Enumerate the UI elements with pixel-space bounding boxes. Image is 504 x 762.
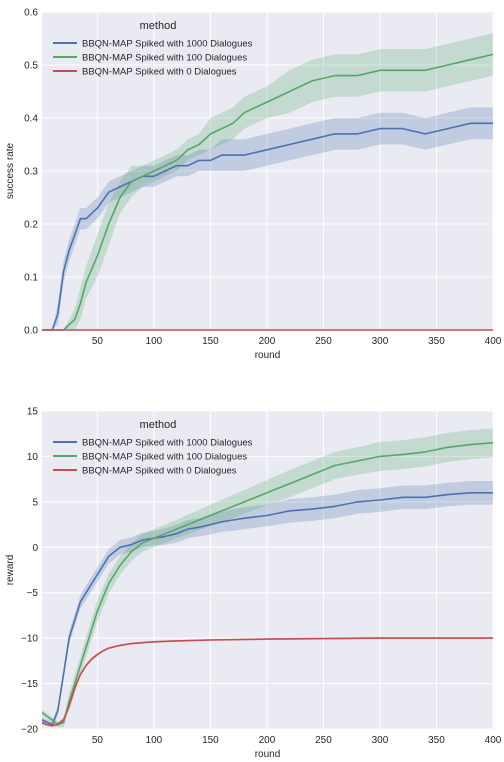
y-tick-label: 15 <box>27 407 39 418</box>
series-line-2 <box>41 442 494 726</box>
series-band-1 <box>42 481 493 728</box>
legend-title: method <box>140 20 177 32</box>
x-axis-label: round <box>255 350 281 361</box>
y-axis-label: reward <box>5 555 16 586</box>
legend-label-2: BBQN-MAP Spiked with 100 Dialogues <box>82 53 247 64</box>
chart-1: 50 100 150 200 250 300 350 400 0.0 0.1 0.2 0.3 0.4 0.… <box>5 8 502 362</box>
y-tick-label: 0.0 <box>24 326 38 337</box>
x-tick-label: 200 <box>259 336 276 347</box>
x-tick-label: 150 <box>202 336 219 347</box>
x-axis-label: round <box>255 749 281 760</box>
y-tick-label: 0.3 <box>24 167 38 178</box>
y-tick-label: −20 <box>21 725 38 736</box>
series-band-2 <box>42 428 493 728</box>
series-line-1 <box>41 491 493 726</box>
legend: method BBQN-MAP Spiked with 1000 Dialogue… <box>53 419 253 477</box>
y-tick-label: 5 <box>32 497 38 508</box>
x-tick-label: 50 <box>92 735 104 746</box>
y-tick-label: 0.4 <box>24 114 38 125</box>
x-tick-label: 100 <box>146 336 163 347</box>
y-tick-label: −5 <box>27 588 39 599</box>
x-tick-label: 250 <box>315 336 332 347</box>
x-tick-label: 350 <box>428 336 445 347</box>
series-line-2 <box>42 53 494 331</box>
y-tick-label: 10 <box>27 452 39 463</box>
x-tick-label: 350 <box>428 735 445 746</box>
legend: method BBQN-MAP Spiked with 1000 Dialogue… <box>53 20 253 78</box>
chart-2: 50 100 150 200 250 300 350 400 −20 −15 −10 −5 0 5 10 15… <box>5 407 502 761</box>
x-tick-label: 150 <box>202 735 219 746</box>
y-tick-label: −10 <box>21 634 38 645</box>
y-axis-label: success rate <box>5 142 16 199</box>
x-tick-label: 300 <box>372 336 389 347</box>
x-tick-label: 250 <box>315 735 332 746</box>
x-tick-label: 50 <box>92 336 104 347</box>
x-tick-label: 100 <box>146 735 163 746</box>
series-line-3 <box>41 637 493 727</box>
x-tick-label: 400 <box>485 735 502 746</box>
y-tick-label: 0.5 <box>24 61 38 72</box>
series-line-1 <box>42 122 493 331</box>
y-tick-label: 0.6 <box>24 8 38 19</box>
y-tick-label: 0.1 <box>24 273 38 284</box>
legend-label-1: BBQN-MAP Spiked with 1000 Dialogues <box>82 39 253 50</box>
legend-label-1: BBQN-MAP Spiked with 1000 Dialogues <box>82 438 253 449</box>
x-tick-label: 200 <box>259 735 276 746</box>
series-band-1 <box>42 107 493 331</box>
y-tick-label: 0.2 <box>24 220 38 231</box>
legend-title: method <box>140 419 177 431</box>
y-tick-label: 0 <box>32 543 38 554</box>
legend-label-3: BBQN-MAP Spiked with 0 Dialogues <box>82 466 237 477</box>
x-tick-label: 300 <box>372 735 389 746</box>
y-tick-label: −15 <box>21 679 38 690</box>
legend-label-3: BBQN-MAP Spiked with 0 Dialogues <box>82 67 237 78</box>
legend-label-2: BBQN-MAP Spiked with 100 Dialogues <box>82 452 247 463</box>
x-tick-label: 400 <box>485 336 502 347</box>
